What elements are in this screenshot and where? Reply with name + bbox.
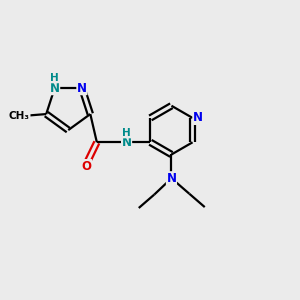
- Text: N: N: [193, 111, 203, 124]
- Text: N: N: [122, 136, 132, 149]
- Text: N: N: [167, 172, 176, 185]
- Text: CH₃: CH₃: [9, 111, 30, 121]
- Text: O: O: [81, 160, 92, 172]
- Text: H: H: [122, 128, 131, 138]
- Text: N: N: [77, 82, 87, 94]
- Text: H: H: [50, 73, 58, 83]
- Text: N: N: [50, 82, 60, 94]
